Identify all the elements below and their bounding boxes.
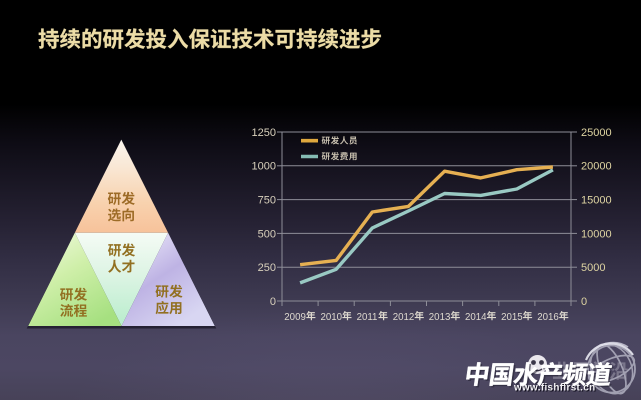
svg-text:0: 0	[581, 296, 587, 308]
svg-text:500: 500	[258, 228, 276, 240]
svg-text:www.fishfirst.cn: www.fishfirst.cn	[514, 383, 597, 394]
svg-text:250: 250	[258, 262, 276, 274]
svg-text:2014: 2014	[465, 312, 487, 323]
svg-text:1250: 1250	[252, 127, 276, 139]
svg-text:2015: 2015	[501, 312, 523, 323]
svg-text:5000: 5000	[581, 262, 605, 274]
svg-text:10000: 10000	[581, 228, 612, 240]
svg-text:25000: 25000	[581, 127, 612, 139]
svg-text:1000: 1000	[252, 161, 276, 173]
svg-text:2013: 2013	[429, 312, 451, 323]
svg-text:www.fishfirst.cn: www.fishfirst.cn	[513, 383, 596, 394]
svg-text:15000: 15000	[581, 195, 612, 207]
svg-text:2010: 2010	[321, 312, 343, 323]
svg-text:750: 750	[258, 195, 276, 207]
svg-text:0: 0	[270, 296, 276, 308]
svg-text:2011: 2011	[357, 312, 378, 323]
svg-text:20000: 20000	[581, 161, 612, 173]
svg-text:2009: 2009	[284, 312, 306, 323]
svg-text:2012: 2012	[393, 312, 415, 323]
svg-text:2016: 2016	[537, 312, 559, 323]
